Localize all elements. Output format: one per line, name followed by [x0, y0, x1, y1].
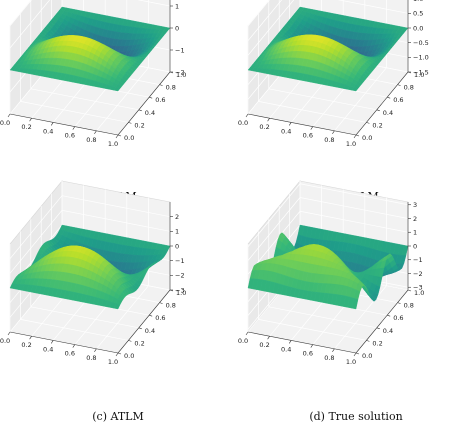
y-tick-label: 0.0: [124, 134, 134, 142]
x-tick-label: 0.8: [324, 136, 334, 144]
y-tick-label: 0.6: [393, 314, 403, 322]
x-tick-label: 1.0: [346, 140, 356, 148]
z-tick-label: −2: [175, 272, 185, 280]
x-tick-label: 1.0: [108, 358, 118, 366]
z-tick-label: 3: [413, 201, 417, 209]
z-tick-label: 1.0: [413, 0, 423, 3]
x-axis: [247, 113, 357, 136]
z-tick-label: −2: [175, 68, 185, 76]
x-tick-label: 0.0: [0, 119, 10, 127]
y-tick-label: 0.8: [404, 84, 414, 92]
y-axis: [355, 71, 409, 136]
x-tick-label: 0.4: [281, 345, 291, 353]
z-tick-label: −3: [413, 284, 423, 292]
z-tick-label: −1.5: [413, 68, 429, 76]
surface-cell: [113, 87, 121, 92]
x-tick-label: 0.2: [21, 123, 31, 131]
surface-cell: [113, 303, 121, 310]
x-tick-label: 0.4: [43, 127, 53, 135]
x-tick-label: 0.2: [259, 123, 269, 131]
chart-panel-0: 0.00.20.40.60.81.00.00.20.40.60.81.0210−…: [0, 0, 186, 203]
x-tick-label: 0.6: [303, 132, 313, 140]
x-tick-label: 0.2: [21, 341, 31, 349]
z-tick-label: 2: [175, 213, 179, 221]
z-tick-label: −0.5: [413, 39, 429, 47]
x-tick-label: 0.4: [43, 345, 53, 353]
y-tick-label: 1.0: [176, 71, 186, 79]
surface-cell: [351, 297, 359, 310]
chart-panel-2: 0.00.20.40.60.81.00.00.20.40.60.81.0210−…: [0, 180, 186, 423]
y-tick-label: 1.0: [414, 71, 424, 79]
panel-caption: (d) True solution: [309, 410, 402, 423]
z-tick-label: 1: [175, 228, 179, 236]
y-tick-label: 0.4: [383, 327, 393, 335]
chart-panel-3: 0.00.20.40.60.81.00.00.20.40.60.81.03210…: [238, 180, 424, 423]
x-tick-label: 0.0: [238, 337, 248, 345]
z-tick-label: 2: [413, 215, 417, 223]
surface: [247, 6, 409, 92]
y-tick-label: 0.6: [155, 96, 165, 104]
x-axis: [9, 331, 119, 354]
y-tick-label: 0.6: [155, 314, 165, 322]
z-tick-label: −1.0: [413, 54, 429, 62]
z-tick-label: −3: [175, 286, 185, 294]
x-tick-label: 0.6: [303, 350, 313, 358]
x-tick-label: 0.0: [0, 337, 10, 345]
y-tick-label: 0.2: [372, 339, 382, 347]
z-tick-label: 1: [175, 2, 179, 10]
z-tick-label: 0: [175, 242, 179, 250]
z-tick-label: −1: [175, 46, 185, 54]
y-tick-label: 0.4: [145, 327, 155, 335]
x-axis: [9, 113, 119, 136]
y-tick-label: 0.0: [362, 134, 372, 142]
chart-panel-1: 0.00.20.40.60.81.00.00.20.40.60.81.01.51…: [238, 0, 429, 203]
z-tick-label: 0: [413, 242, 417, 250]
x-tick-label: 0.6: [65, 350, 75, 358]
x-tick-label: 0.4: [281, 127, 291, 135]
surface: [247, 224, 409, 310]
x-tick-label: 1.0: [346, 358, 356, 366]
panel-caption: (c) ATLM: [92, 410, 144, 423]
y-tick-label: 0.4: [383, 109, 393, 117]
y-tick-label: 0.2: [372, 121, 382, 129]
y-tick-label: 1.0: [414, 289, 424, 297]
x-tick-label: 0.6: [65, 132, 75, 140]
x-tick-label: 0.2: [259, 341, 269, 349]
z-tick-label: −1: [413, 256, 423, 264]
x-tick-label: 0.8: [86, 354, 96, 362]
surface: [9, 6, 171, 92]
y-tick-label: 0.8: [166, 302, 176, 310]
y-axis: [117, 71, 171, 136]
z-tick-label: 0.5: [413, 10, 423, 18]
y-axis: [117, 289, 171, 354]
y-tick-label: 1.0: [176, 289, 186, 297]
surface: [9, 224, 171, 310]
y-tick-label: 0.0: [124, 352, 134, 360]
z-tick-label: 0: [175, 24, 179, 32]
y-tick-label: 0.6: [393, 96, 403, 104]
z-tick-label: −1: [175, 257, 185, 265]
y-tick-label: 0.2: [134, 121, 144, 129]
y-tick-label: 0.8: [166, 84, 176, 92]
y-axis: [355, 289, 409, 354]
z-tick-label: 0.0: [413, 24, 423, 32]
x-tick-label: 0.8: [324, 354, 334, 362]
x-tick-label: 0.8: [86, 136, 96, 144]
x-tick-label: 1.0: [108, 140, 118, 148]
x-axis: [247, 331, 357, 354]
surface-cell: [351, 87, 359, 92]
z-tick-label: 1: [413, 229, 417, 237]
y-tick-label: 0.4: [145, 109, 155, 117]
x-tick-label: 0.0: [238, 119, 248, 127]
z-tick-label: −2: [413, 270, 423, 278]
y-tick-label: 0.0: [362, 352, 372, 360]
y-tick-label: 0.2: [134, 339, 144, 347]
y-tick-label: 0.8: [404, 302, 414, 310]
